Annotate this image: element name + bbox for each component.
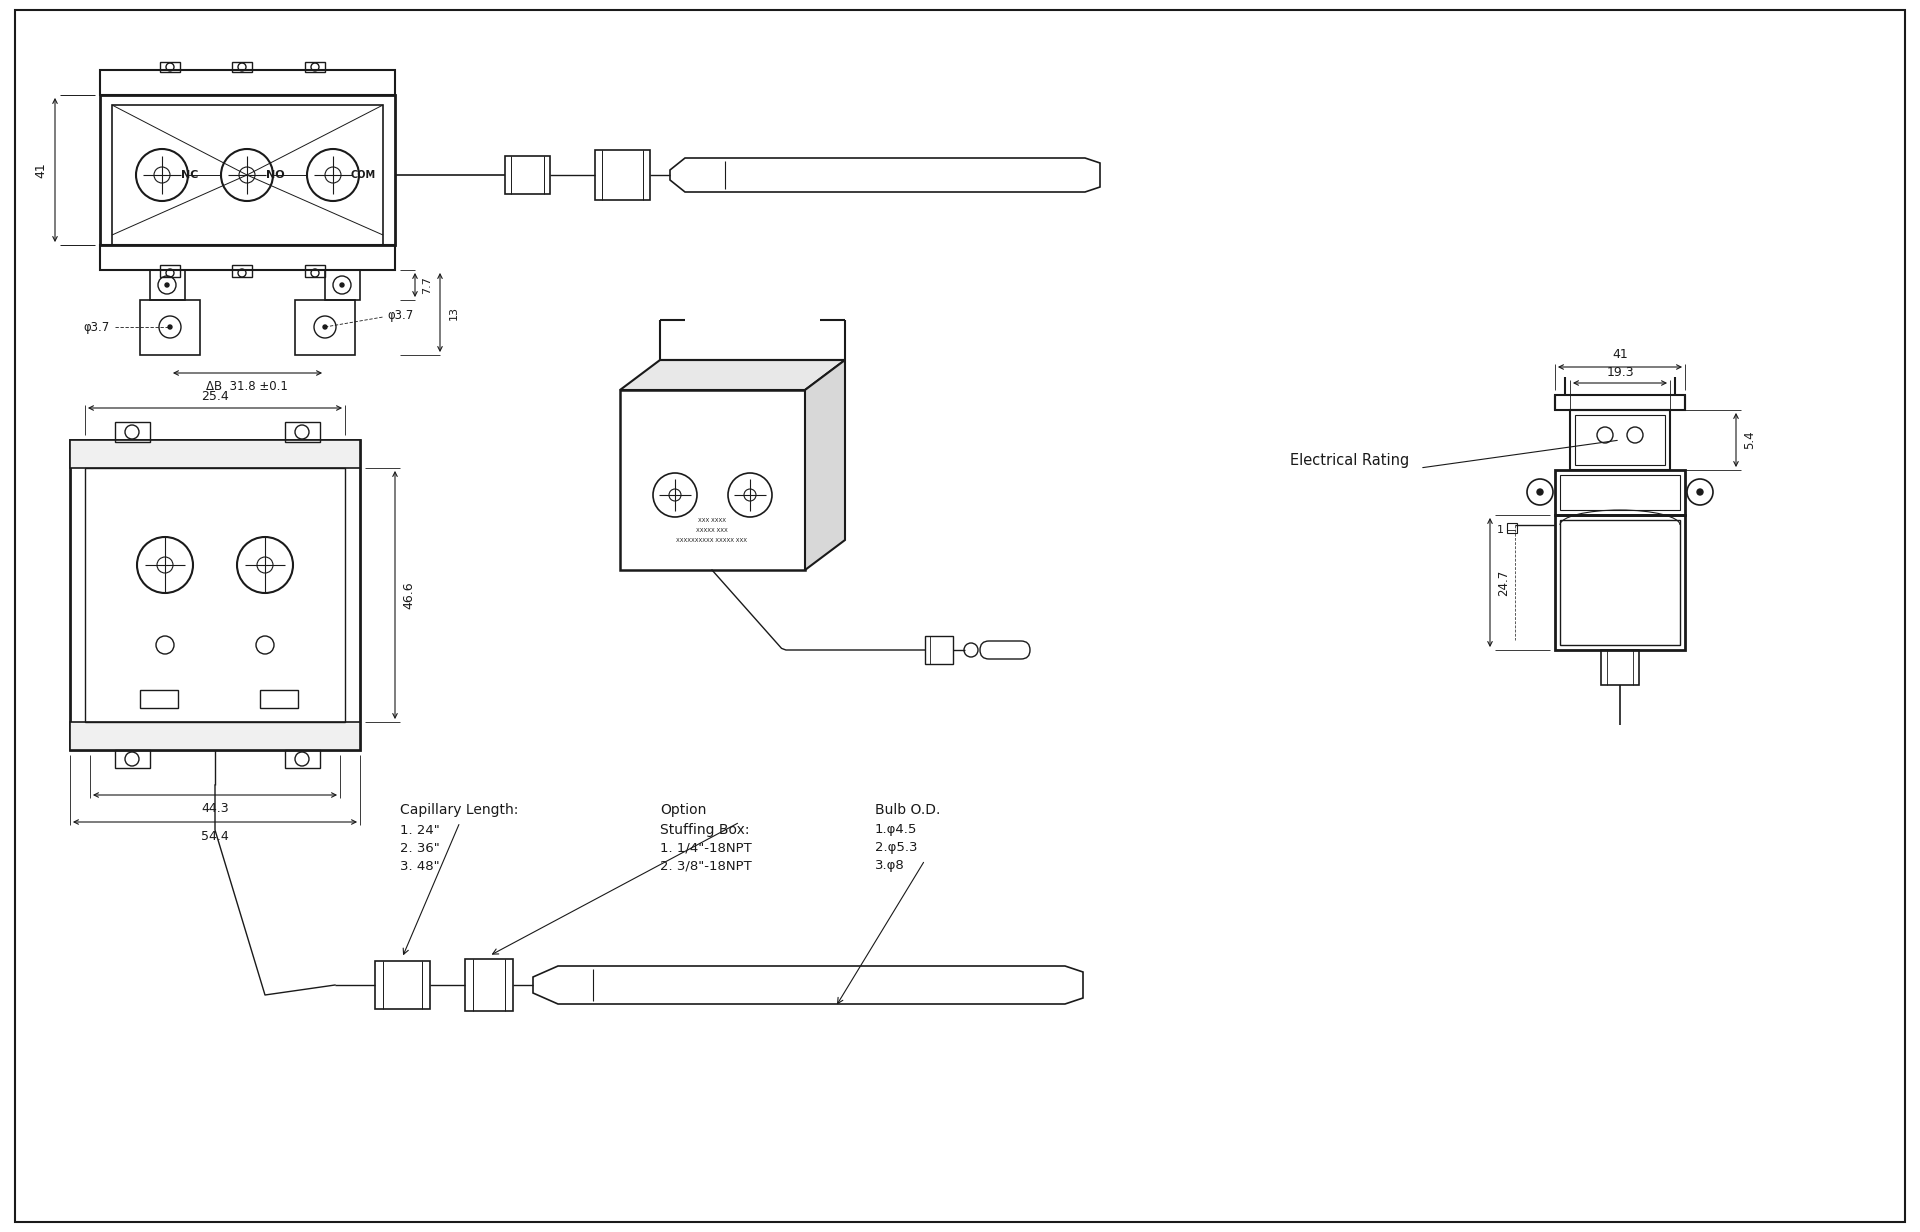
Polygon shape [670, 158, 1100, 192]
Bar [1559, 520, 1680, 646]
Text: 3. 48": 3. 48" [399, 860, 440, 872]
Bar [232, 265, 252, 277]
Bar [100, 245, 396, 270]
Text: 5.4: 5.4 [1743, 431, 1757, 450]
Bar [1507, 524, 1517, 533]
Bar [374, 961, 430, 1009]
Bar [925, 636, 952, 664]
Text: 24.7: 24.7 [1498, 569, 1511, 595]
Bar [305, 265, 324, 277]
Bar [159, 265, 180, 277]
Text: Electrical Rating: Electrical Rating [1290, 452, 1409, 467]
Text: 2. 36": 2. 36" [399, 841, 440, 855]
Text: Bulb O.D.: Bulb O.D. [876, 803, 941, 817]
Bar [150, 270, 184, 301]
Text: Capillary Length:: Capillary Length: [399, 803, 518, 817]
Text: 1. 24": 1. 24" [399, 823, 440, 837]
Bar [284, 750, 321, 768]
Text: 41: 41 [35, 163, 48, 177]
Bar [100, 95, 396, 245]
Circle shape [1697, 489, 1703, 495]
Bar [69, 722, 361, 750]
Bar [140, 690, 179, 708]
Bar [505, 156, 549, 193]
Polygon shape [534, 966, 1083, 1004]
Bar [115, 423, 150, 442]
Text: 25.4: 25.4 [202, 389, 228, 403]
Text: φ3.7: φ3.7 [388, 308, 413, 322]
Bar [159, 62, 180, 71]
Text: 1. 1/4"-18NPT: 1. 1/4"-18NPT [660, 841, 753, 855]
Bar [69, 440, 361, 750]
Text: 54.4: 54.4 [202, 829, 228, 843]
Bar [1574, 415, 1665, 464]
Bar [296, 301, 355, 355]
Text: NO: NO [265, 170, 284, 180]
Text: 1.φ4.5: 1.φ4.5 [876, 823, 918, 837]
Bar [232, 62, 252, 71]
Bar [284, 423, 321, 442]
Bar [111, 105, 382, 245]
Bar [1571, 410, 1670, 469]
Bar [1601, 650, 1640, 685]
Bar [324, 270, 361, 301]
Bar [84, 468, 346, 722]
Bar [620, 391, 804, 570]
Text: COM: COM [351, 170, 376, 180]
Text: XXXXXXXXXX XXXXX XXX: XXXXXXXXXX XXXXX XXX [676, 537, 747, 542]
Bar [100, 70, 396, 95]
Text: 1: 1 [1496, 525, 1503, 535]
Bar [1555, 395, 1686, 410]
Polygon shape [804, 360, 845, 570]
Text: 2.φ5.3: 2.φ5.3 [876, 841, 918, 855]
Bar [465, 958, 513, 1011]
Circle shape [165, 283, 169, 287]
Circle shape [169, 325, 173, 329]
Text: 46.6: 46.6 [403, 582, 415, 609]
Bar [595, 150, 651, 200]
Text: 13: 13 [449, 306, 459, 319]
Bar [305, 62, 324, 71]
Bar [259, 690, 298, 708]
Polygon shape [620, 360, 845, 391]
Text: 44.3: 44.3 [202, 802, 228, 816]
Text: φ3.7: φ3.7 [84, 320, 109, 334]
Bar [115, 750, 150, 768]
Circle shape [323, 325, 326, 329]
Text: 3.φ8: 3.φ8 [876, 860, 904, 872]
Text: ΔB  31.8 ±0.1: ΔB 31.8 ±0.1 [205, 381, 288, 393]
Text: XXXXX XXX: XXXXX XXX [697, 527, 728, 532]
Text: 2. 3/8"-18NPT: 2. 3/8"-18NPT [660, 860, 753, 872]
Bar [1559, 476, 1680, 510]
Text: Option: Option [660, 803, 707, 817]
Circle shape [1538, 489, 1544, 495]
FancyBboxPatch shape [979, 641, 1029, 659]
Text: 41: 41 [1613, 349, 1628, 361]
Bar [1555, 515, 1686, 650]
Text: Stuffing Box:: Stuffing Box: [660, 823, 749, 837]
Text: 7.7: 7.7 [422, 276, 432, 294]
Text: 19.3: 19.3 [1607, 366, 1634, 378]
Bar [1555, 469, 1686, 515]
Bar [69, 440, 361, 468]
Bar [140, 301, 200, 355]
Circle shape [340, 283, 344, 287]
Text: NC: NC [180, 170, 198, 180]
Text: XXX XXXX: XXX XXXX [699, 517, 726, 522]
